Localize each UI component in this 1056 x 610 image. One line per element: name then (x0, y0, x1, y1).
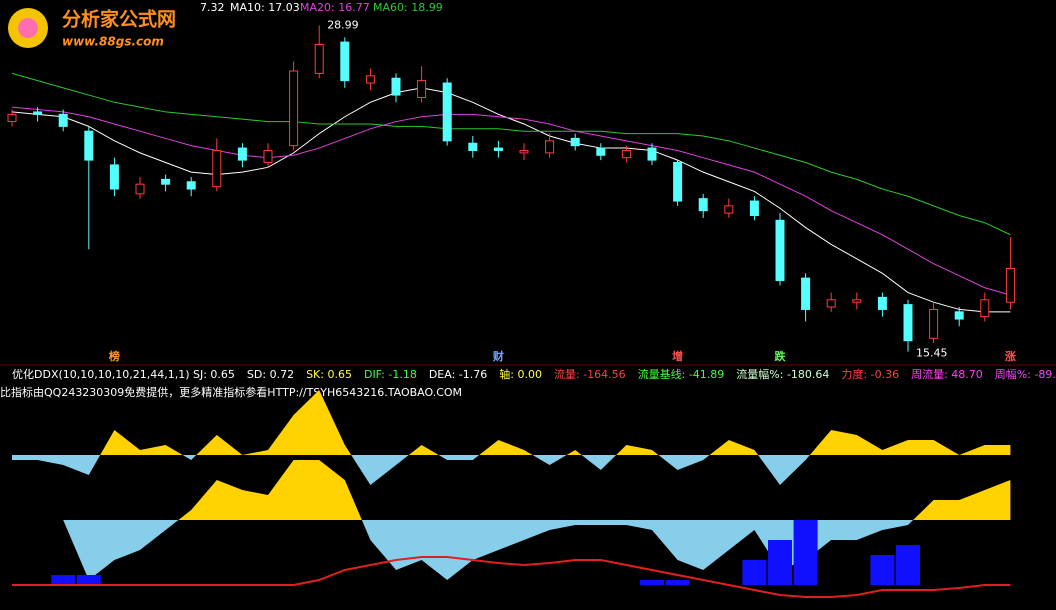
candle-body (442, 82, 452, 142)
candle-body (7, 113, 17, 123)
flow-bar (870, 555, 895, 585)
indicator-readout: 流量: -164.56 (554, 367, 626, 381)
legend-ma10: MA10: 17.03 (230, 1, 300, 14)
base-line (12, 556, 1011, 598)
indicator-readout: 周流量: 48.70 (911, 367, 983, 381)
ma-line (11, 87, 1011, 313)
indicator-note: 比指标由QQ243230309免费提供，更多精准指标参看HTTP://TSYH6… (0, 385, 462, 399)
indicator-readout: 周幅%: -89.40 (995, 368, 1056, 381)
candle-body (647, 147, 657, 161)
indicator-readout: DIF: -1.18 (364, 368, 417, 381)
flow-bar (640, 580, 664, 585)
flow-bar (768, 540, 792, 585)
candle-body (365, 75, 375, 84)
legend-ma20: MA20: 16.77 (300, 1, 370, 14)
flow-bar (793, 520, 818, 585)
candle-body (621, 149, 631, 159)
flow-bar (665, 580, 690, 585)
candle-body (698, 198, 708, 212)
candle-body (58, 113, 68, 127)
candle-body (1005, 267, 1015, 303)
indicator-title: 优化DDX(10,10,10,10,21,44,1,1) (12, 367, 190, 381)
signal-marker: 增 (672, 349, 683, 363)
flow-bar (51, 575, 76, 585)
candle-body (570, 137, 580, 147)
flow-bar (742, 560, 767, 585)
logo-title: 分析家公式网 (62, 8, 176, 31)
price-annotation: 15.45 (916, 347, 948, 360)
signal-marker: 跌 (775, 349, 787, 363)
area-positive (12, 390, 1011, 455)
candle-body (417, 80, 427, 98)
candle-body (33, 111, 43, 115)
candle-body (212, 149, 222, 188)
candle-body (545, 140, 555, 154)
candle-body (237, 147, 247, 161)
indicator-readout: 流量幅%: -180.64 (736, 367, 829, 381)
indicator-readout: SK: 0.65 (306, 368, 352, 381)
candle-body (596, 147, 606, 156)
candle-body (161, 178, 171, 185)
ma-line (11, 72, 1011, 236)
legend-ma5: 7.32 (200, 1, 225, 14)
area-negative (12, 520, 1011, 580)
candle-body (826, 299, 836, 308)
indicator-readout: 流量基线: -41.89 (638, 367, 725, 381)
logo-url: www.88gs.com (62, 35, 164, 49)
signal-marker: 涨 (1005, 349, 1016, 363)
candle-body (519, 149, 529, 154)
candle-body (186, 181, 196, 190)
indicator-readout: SD: 0.72 (247, 368, 294, 381)
indicator-readout: DEA: -1.76 (429, 368, 487, 381)
indicator-readout: SJ: 0.65 (193, 368, 235, 381)
candle-body (775, 219, 785, 282)
candle-body (980, 299, 990, 318)
candle-body (289, 70, 299, 147)
candle-body (929, 308, 939, 339)
candle-body (877, 296, 887, 310)
signal-marker: 榜 (109, 349, 120, 363)
candle-body (724, 205, 734, 214)
candle-body (135, 183, 145, 195)
flow-bar (76, 575, 101, 585)
candle-body (84, 130, 94, 161)
candle-body (801, 277, 811, 310)
signal-marker: 财 (492, 349, 504, 363)
candle-body (391, 77, 401, 96)
flow-bar (896, 545, 920, 585)
candle-body (673, 162, 683, 202)
ma-line (11, 106, 1011, 296)
candle-body (852, 299, 862, 303)
price-annotation: 28.99 (327, 18, 359, 31)
candle-body (340, 41, 350, 82)
legend-ma60: MA60: 18.99 (373, 1, 443, 14)
candle-body (263, 149, 273, 164)
candle-body (468, 142, 478, 151)
candle-body (749, 200, 759, 216)
candle-body (109, 164, 119, 190)
candle-body (314, 43, 324, 74)
indicator-readout: 力度: -0.36 (841, 367, 899, 381)
candle-body (954, 311, 964, 320)
area-positive (12, 460, 1011, 520)
candle-body (903, 304, 913, 342)
indicator-readout: 轴: 0.00 (499, 367, 542, 381)
logo-icon-center (18, 18, 38, 38)
candle-body (493, 147, 503, 151)
